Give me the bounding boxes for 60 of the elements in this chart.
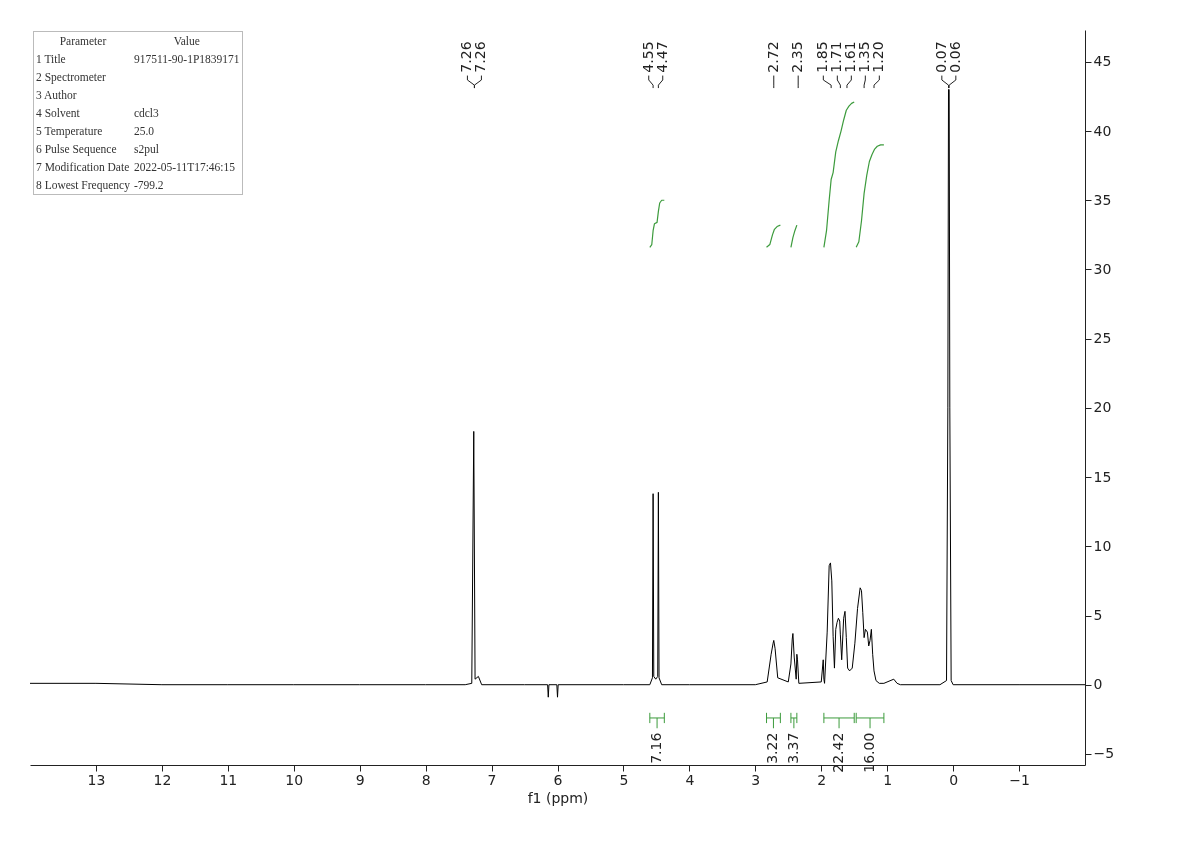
text: 1 Title 917511-90-1P1839171 (36, 53, 240, 65)
x-tick-label: 4 (685, 771, 695, 788)
x-tick-label: −1 (1009, 771, 1030, 788)
x-tick-label: 2 (817, 771, 827, 788)
annotation: 0.06 (946, 41, 963, 73)
y-tick-label: 30 (1093, 260, 1112, 277)
x-tick-label: 6 (553, 771, 563, 788)
x-axis-title: f1 (ppm) (527, 789, 589, 806)
annotation: 0.07 (932, 41, 949, 73)
annotation: 16.00 (861, 732, 878, 773)
annotation: 2.72 (764, 41, 781, 73)
x-tick-label: 8 (421, 771, 431, 788)
y-tick-label: 20 (1093, 399, 1112, 416)
x-tick-label: 3 (751, 771, 761, 788)
annotation: 22.42 (830, 732, 847, 773)
annotation: 1.20 (870, 41, 887, 73)
y-tick-label: 10 (1093, 537, 1112, 554)
line-series (790, 224, 798, 248)
annotation: 3 Author (35, 88, 78, 103)
x-tick-label: 0 (949, 771, 959, 788)
annotation: 3.22 (764, 732, 781, 764)
annotation: 4.55 (639, 41, 656, 73)
x-tick-label: 12 (153, 771, 172, 788)
x-tick-label: 11 (219, 771, 238, 788)
annotation: 1.35 (856, 41, 873, 73)
annotation: 1.61 (842, 41, 859, 73)
line-series (30, 89, 1085, 698)
annotation: 7.26 (472, 41, 489, 73)
annotation: 8 Lowest Frequency -799.2 (35, 178, 165, 194)
text: 5 Temperature 25.0 (36, 125, 155, 137)
annotation: 3.37 (784, 732, 801, 764)
x-tick-label: 9 (355, 771, 365, 788)
annotation: 2 Spectrometer (35, 70, 107, 86)
y-tick-label: 35 (1093, 191, 1112, 208)
annotation: 7.16 (648, 732, 665, 764)
annotation: 4.47 (653, 41, 670, 73)
x-tick-label: 10 (285, 771, 304, 788)
y-tick-label: −5 (1093, 745, 1115, 762)
x-tick-label: 7 (487, 771, 497, 788)
y-tick-label: 45 (1093, 53, 1112, 70)
annotation: 2.35 (789, 41, 806, 73)
annotation: 7 Modification Date 2022-05-11T17:46:15 (35, 160, 237, 175)
line-series (765, 224, 781, 248)
y-tick-label: 40 (1093, 122, 1112, 139)
y-tick-label: 5 (1093, 607, 1103, 624)
text: Parameter Value (59, 35, 200, 47)
text: 4 Solvent cdcl3 (36, 107, 159, 119)
annotation: 1.85 (814, 41, 831, 73)
line-series (855, 144, 885, 248)
annotation: 1.71 (828, 41, 845, 73)
x-tick-label: 5 (619, 771, 629, 788)
annotation: 7.26 (458, 41, 475, 73)
line-series (649, 199, 665, 248)
x-tick-label: 13 (87, 771, 106, 788)
y-tick-label: 25 (1093, 330, 1112, 347)
line-series (823, 101, 855, 248)
text: 6 Pulse Sequence s2pul (36, 143, 159, 155)
y-tick-label: 15 (1093, 468, 1112, 485)
y-tick-label: 0 (1093, 676, 1103, 693)
x-tick-label: 1 (883, 771, 893, 788)
